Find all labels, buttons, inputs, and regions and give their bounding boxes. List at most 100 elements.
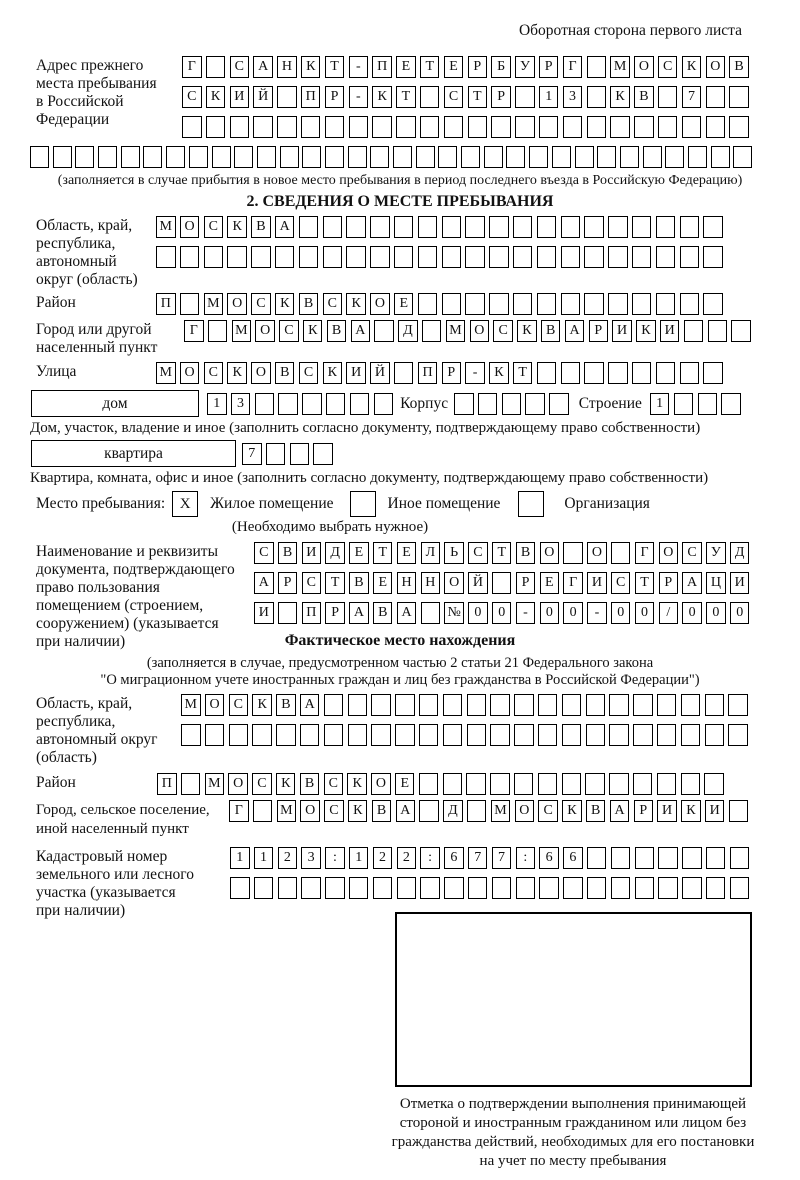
char-cell: Г [182,56,202,78]
char-cell: Ц [706,572,726,594]
char-cell: А [395,800,416,822]
char-cell: К [347,773,367,795]
char-cell [707,320,728,342]
char-cell [203,246,224,268]
char-cell: 3 [562,86,583,108]
char-cell [393,362,414,384]
char-cell [597,146,617,168]
char-cell [188,146,208,168]
char-cell: Р [491,86,511,108]
actual-location-note-1: (заполняется в случае, предусмотренном ч… [146,655,654,671]
char-cell: В [251,216,271,238]
char-cell: О [255,320,275,342]
char-cell: В [299,773,320,795]
char-cell: А [299,694,320,716]
char-cell [417,216,438,238]
char-cell [560,246,581,268]
char-cell: Е [372,572,393,594]
char-cell: С [301,572,322,594]
actual-city-block: Город, сельское поселение, иной населенн… [0,800,800,839]
char-cell: С [323,773,344,795]
char-cell [610,847,631,869]
char-cell: О [370,293,390,315]
char-cell [584,362,604,384]
char-cell: М [156,216,176,238]
char-cell: С [322,293,343,315]
region-block: Область, край, республика, автономный ок… [0,216,800,289]
char-cell [477,392,498,415]
char-cell: С [203,362,224,384]
char-cell [586,86,607,108]
char-cell [348,877,369,899]
char-cell [680,773,701,795]
char-cell [490,724,510,746]
char-cell [705,116,726,138]
char-cell [703,293,723,315]
char-cell [562,116,583,138]
char-cell: О [705,56,726,78]
char-cell [731,320,751,342]
char-cell [274,246,295,268]
char-cell [396,116,416,138]
char-cell: И [659,320,680,342]
char-cell: - [348,56,369,78]
char-cell: - [465,362,485,384]
char-cell [371,694,391,716]
char-cell: Р [467,56,488,78]
char-cell [252,724,272,746]
char-cell [234,146,254,168]
char-cell [419,86,440,108]
stamp-box [395,912,752,1087]
actual-city-label: Город, сельское поселение, иной населенн… [36,802,210,837]
char-cell [349,392,370,415]
char-cell: В [729,56,749,78]
char-cell: Д [729,542,750,564]
char-cell [704,724,725,746]
char-cell: А [396,602,417,624]
stay-type-option-residential-label: Жилое помещение [210,495,334,512]
char-cell [525,392,545,415]
char-cell: Д [325,542,345,564]
char-cell [687,146,707,168]
char-cell: 0 [563,602,583,624]
char-cell: С [182,86,202,108]
doc-label: Наименование и реквизиты документа, подт… [36,543,235,650]
char-cell [370,246,390,268]
stay-type-checkbox-residential: X [172,491,199,517]
char-cell [584,246,604,268]
char-cell: К [205,86,226,108]
char-cell: Р [633,800,654,822]
char-cell: М [490,800,511,822]
char-cell: В [372,602,393,624]
char-cell: 1 [649,392,670,415]
char-cell: М [276,800,297,822]
char-cell: В [274,362,295,384]
char-cell [563,542,583,564]
char-cell [609,773,629,795]
char-cell [515,877,536,899]
char-cell: А [349,602,369,624]
char-cell: П [417,362,438,384]
char-cell: П [372,56,392,78]
char-cell [657,86,678,108]
char-cell [211,146,231,168]
char-cell [393,216,414,238]
char-cell [393,246,414,268]
char-cell [323,724,344,746]
char-cell: В [540,320,561,342]
char-cell: 0 [682,602,702,624]
stay-type-label: Место пребывания: [36,495,166,512]
char-cell [179,246,200,268]
char-cell [371,724,391,746]
char-cell [441,246,462,268]
char-cell [346,246,366,268]
char-cell [467,877,488,899]
doc-boxrow-3: И П Р А В А № 0 0-0 0-0 0/0 0 0 [254,602,750,624]
char-cell [729,86,749,108]
char-cell: С [468,542,488,564]
char-cell: К [347,800,368,822]
